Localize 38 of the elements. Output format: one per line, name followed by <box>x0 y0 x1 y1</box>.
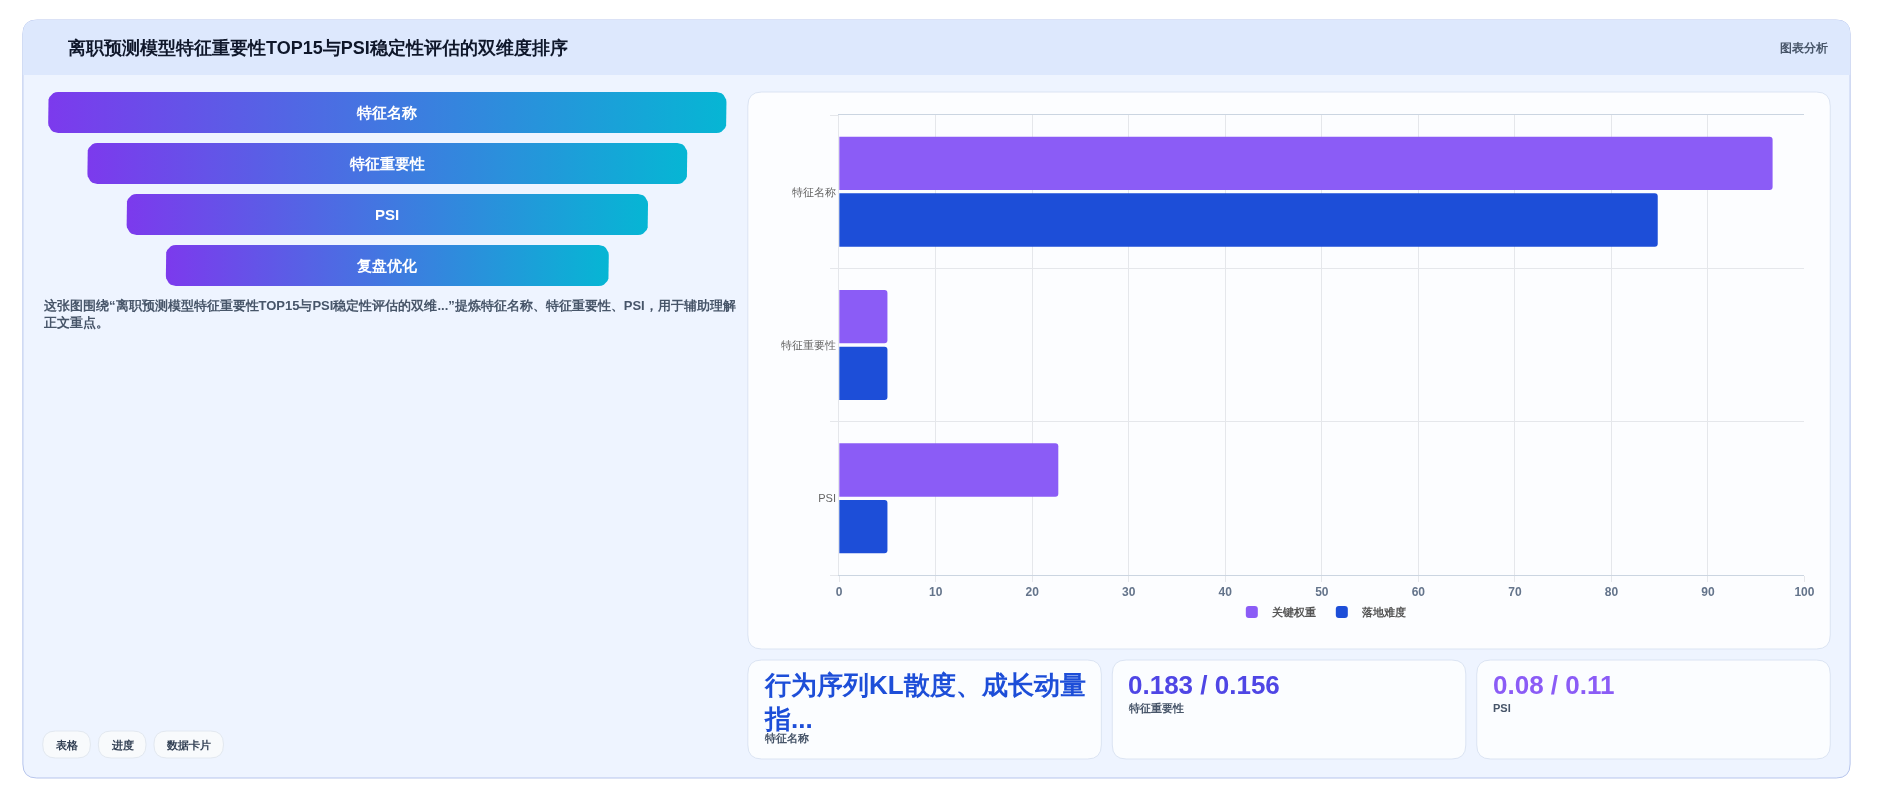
text: 特征重要性 <box>1128 702 1184 714</box>
x-tick-label: 90 <box>1701 585 1715 600</box>
x-tick-label: 20 <box>1025 585 1040 600</box>
text: 0.183 / 0.156 <box>1128 670 1280 700</box>
x-tick-label: 100 <box>1794 585 1815 600</box>
y-tick-label: PSI <box>818 492 836 505</box>
text: 行为序列KL散度、成长动量指... <box>764 670 1086 734</box>
text: 特征名称 <box>764 732 810 744</box>
x-tick-label: 40 <box>1218 585 1233 600</box>
legend-label: 落地难度 <box>1360 606 1406 619</box>
bar <box>839 136 1773 190</box>
text: 图表分析 <box>1780 41 1828 55</box>
text: 进度 <box>111 739 134 751</box>
bar <box>839 346 888 401</box>
y-tick-label: 特征名称 <box>791 185 836 198</box>
text: 数据卡片 <box>166 739 211 751</box>
x-tick-label: 70 <box>1508 585 1522 600</box>
category-label: 复盘优化 <box>356 257 418 274</box>
category-label: PSI <box>375 206 400 223</box>
x-tick-label: 50 <box>1315 585 1329 600</box>
x-tick-label: 60 <box>1411 585 1426 600</box>
x-tick-label: 80 <box>1604 585 1619 600</box>
bar <box>839 289 888 344</box>
x-tick-label: 30 <box>1122 585 1136 600</box>
text: 0.08 / 0.11 <box>1493 670 1615 700</box>
y-tick-label: 特征重要性 <box>780 338 836 351</box>
text: PSI <box>1493 702 1511 714</box>
category-label: 特征名称 <box>356 104 418 121</box>
legend-label: 关键权重 <box>1270 606 1316 619</box>
bar <box>839 443 1059 497</box>
x-tick-label: 0 <box>835 585 843 600</box>
x-tick-label: 10 <box>929 585 943 600</box>
text: 离职预测模型特征重要性TOP15与PSI稳定性评估的双维度排序 <box>67 38 568 58</box>
bar <box>839 193 1658 247</box>
category-label: 特征重要性 <box>349 155 425 172</box>
bar <box>839 500 888 554</box>
text: 这张图围绕“离职预测模型特征重要性TOP15与PSI稳定性评估的双维...”提炼特征名称、特征重要性、PSI，用于辅助理解正文重点。 <box>43 298 736 330</box>
text: 表格 <box>55 739 79 751</box>
